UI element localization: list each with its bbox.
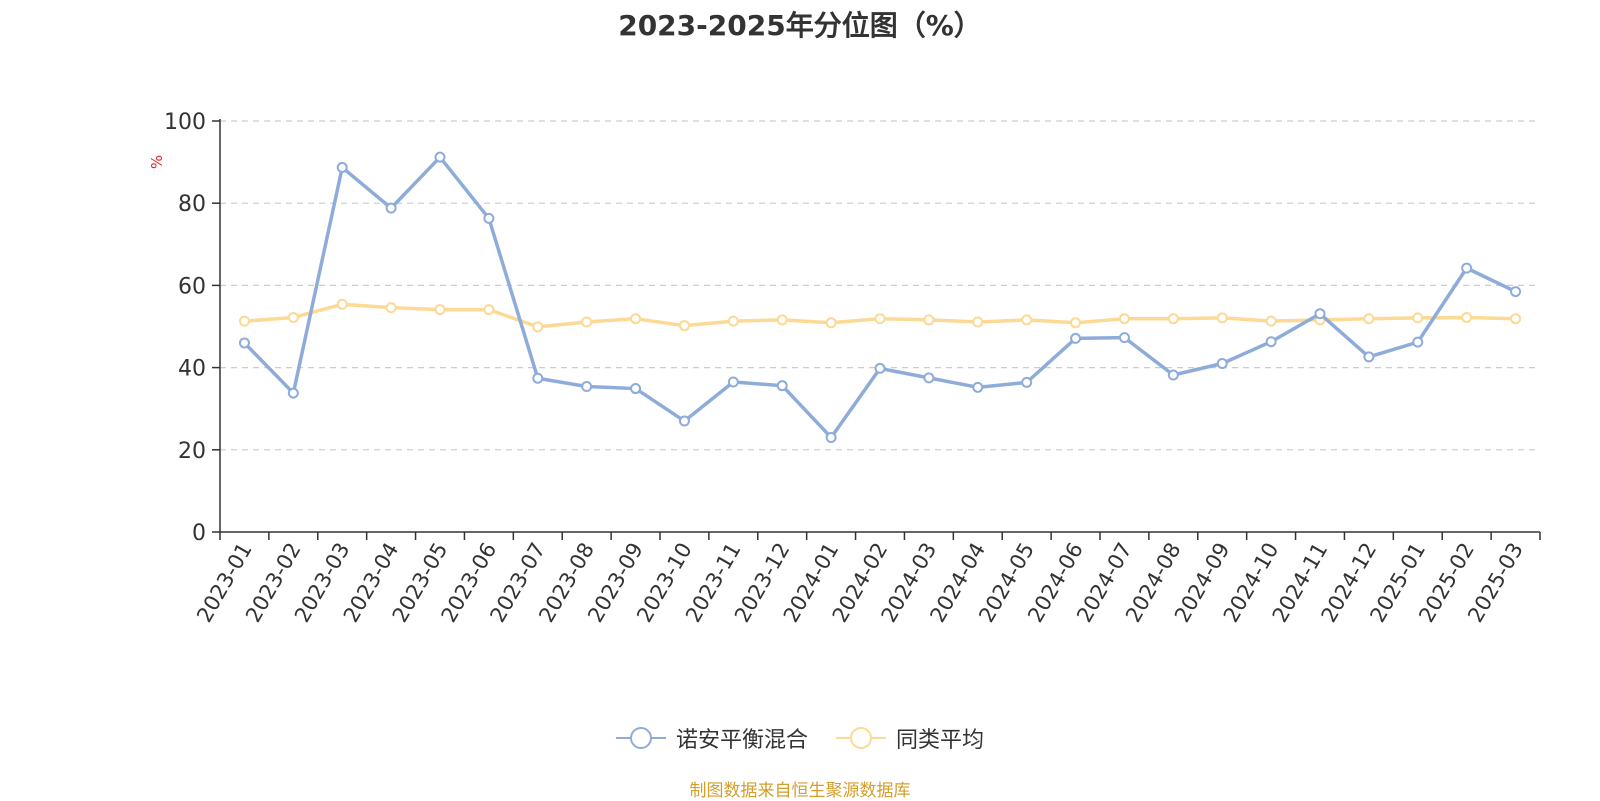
legend: 诺安平衡混合 同类平均	[0, 722, 1600, 754]
data-point	[776, 380, 788, 392]
legend-label: 诺安平衡混合	[675, 728, 808, 753]
chart-title: 2023-2025年分位图（%）	[618, 9, 982, 42]
data-point	[630, 383, 642, 395]
data-point	[385, 202, 397, 214]
data-point	[532, 372, 544, 384]
data-point	[776, 314, 788, 326]
legend-line-circle-icon	[615, 727, 666, 749]
data-point	[727, 376, 739, 388]
data-point	[1216, 357, 1228, 369]
legend-item-1[interactable]: 同类平均	[836, 722, 984, 754]
data-point	[483, 304, 495, 316]
y-tick-label: 0	[192, 521, 206, 546]
data-point	[1314, 308, 1326, 320]
data-point	[1118, 313, 1130, 325]
data-point	[532, 321, 544, 333]
data-point	[1216, 312, 1228, 324]
data-point	[1265, 336, 1277, 348]
data-point	[1167, 369, 1179, 381]
data-point	[287, 311, 299, 323]
series-1	[238, 298, 1522, 333]
data-point	[581, 316, 593, 328]
data-point	[434, 304, 446, 316]
data-point	[434, 151, 446, 163]
data-point	[825, 431, 837, 443]
data-point	[238, 315, 250, 327]
data-point	[1265, 315, 1277, 327]
y-tick-label: 20	[178, 439, 206, 464]
data-point	[1510, 313, 1522, 325]
y-axis-unit-label: %	[148, 155, 166, 169]
data-point	[1167, 313, 1179, 325]
data-point	[1070, 317, 1082, 329]
data-point	[287, 387, 299, 399]
data-point	[678, 320, 690, 332]
y-tick-label: 80	[178, 192, 206, 217]
data-point	[1510, 286, 1522, 298]
data-point	[923, 372, 935, 384]
data-point	[678, 415, 690, 427]
data-point	[1461, 262, 1473, 274]
series-lines	[238, 151, 1522, 443]
data-point	[1363, 351, 1375, 363]
data-point	[483, 212, 495, 224]
series-0	[238, 151, 1522, 443]
data-point	[336, 298, 348, 310]
data-point	[238, 337, 250, 349]
data-point	[874, 313, 886, 325]
data-point	[972, 381, 984, 393]
grid-lines	[220, 120, 1540, 451]
legend-item-0[interactable]: 诺安平衡混合	[615, 722, 808, 754]
data-point	[336, 161, 348, 173]
data-point	[972, 316, 984, 328]
data-point	[1412, 336, 1424, 348]
data-point	[727, 315, 739, 327]
data-point	[385, 302, 397, 314]
data-point	[1070, 332, 1082, 344]
y-tick-label: 60	[178, 274, 206, 299]
data-point	[825, 317, 837, 329]
data-point	[1461, 311, 1473, 323]
series-line	[242, 155, 1518, 440]
data-point	[630, 313, 642, 325]
axes: 0204060801002023-012023-022023-032023-04…	[164, 110, 1541, 626]
data-point	[1021, 314, 1033, 326]
data-point	[1021, 376, 1033, 388]
data-point	[1412, 312, 1424, 324]
data-point	[1363, 313, 1375, 325]
y-tick-label: 40	[178, 357, 206, 382]
y-tick-label: 100	[164, 110, 206, 135]
source-note: 制图数据来自恒生聚源数据库	[689, 781, 911, 801]
data-point	[923, 314, 935, 326]
legend-line-circle-icon	[836, 727, 886, 749]
data-point	[581, 381, 593, 393]
data-point	[874, 362, 886, 374]
legend-label: 同类平均	[896, 728, 985, 753]
data-point	[1118, 332, 1130, 344]
